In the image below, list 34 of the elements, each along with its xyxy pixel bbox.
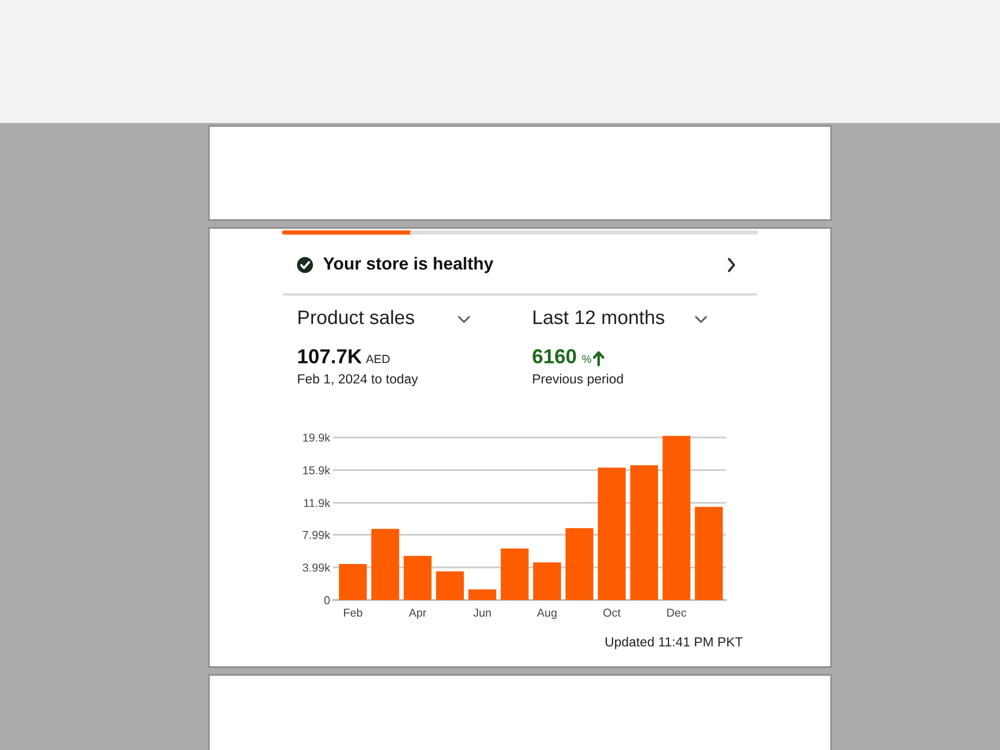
bar	[533, 562, 561, 600]
y-tick-label: 19.9k	[303, 433, 330, 442]
y-tick-label: 11.9k	[304, 498, 330, 508]
text: Updated 11:41 PM PKT	[606, 636, 743, 650]
text: 6160	[532, 349, 576, 364]
bar	[662, 436, 690, 600]
x-tick-label: Dec	[667, 608, 686, 617]
x-tick-label: Apr	[408, 608, 426, 619]
text: Product sales	[298, 310, 414, 324]
bar	[436, 571, 464, 600]
x-tick-label: Aug	[536, 608, 556, 619]
x-tick-label: Jun	[473, 608, 491, 617]
y-tick-label: 0	[324, 596, 330, 604]
y-tick-label: 7.99k	[302, 530, 330, 539]
bar	[566, 528, 594, 600]
y-tick-label: 15.9k	[303, 466, 330, 474]
text: %	[582, 355, 592, 363]
bar	[694, 506, 723, 600]
x-tick-label: Feb	[344, 608, 362, 617]
bar	[338, 564, 367, 600]
bar	[598, 468, 626, 600]
bar	[630, 465, 658, 600]
bar	[404, 556, 432, 600]
text: Previous period	[533, 374, 623, 386]
text: Feb 1, 2024 to today	[298, 374, 418, 386]
chart-title: Your store is healthy	[323, 256, 494, 274]
text: Last 12 months	[534, 310, 664, 324]
bar	[500, 548, 529, 600]
text: AED	[366, 354, 390, 364]
bar	[468, 589, 496, 600]
x-tick-label: Oct	[603, 608, 621, 617]
y-tick-label: 3.99k	[302, 563, 330, 572]
bar	[371, 528, 400, 600]
text: 107.7K	[298, 349, 362, 364]
